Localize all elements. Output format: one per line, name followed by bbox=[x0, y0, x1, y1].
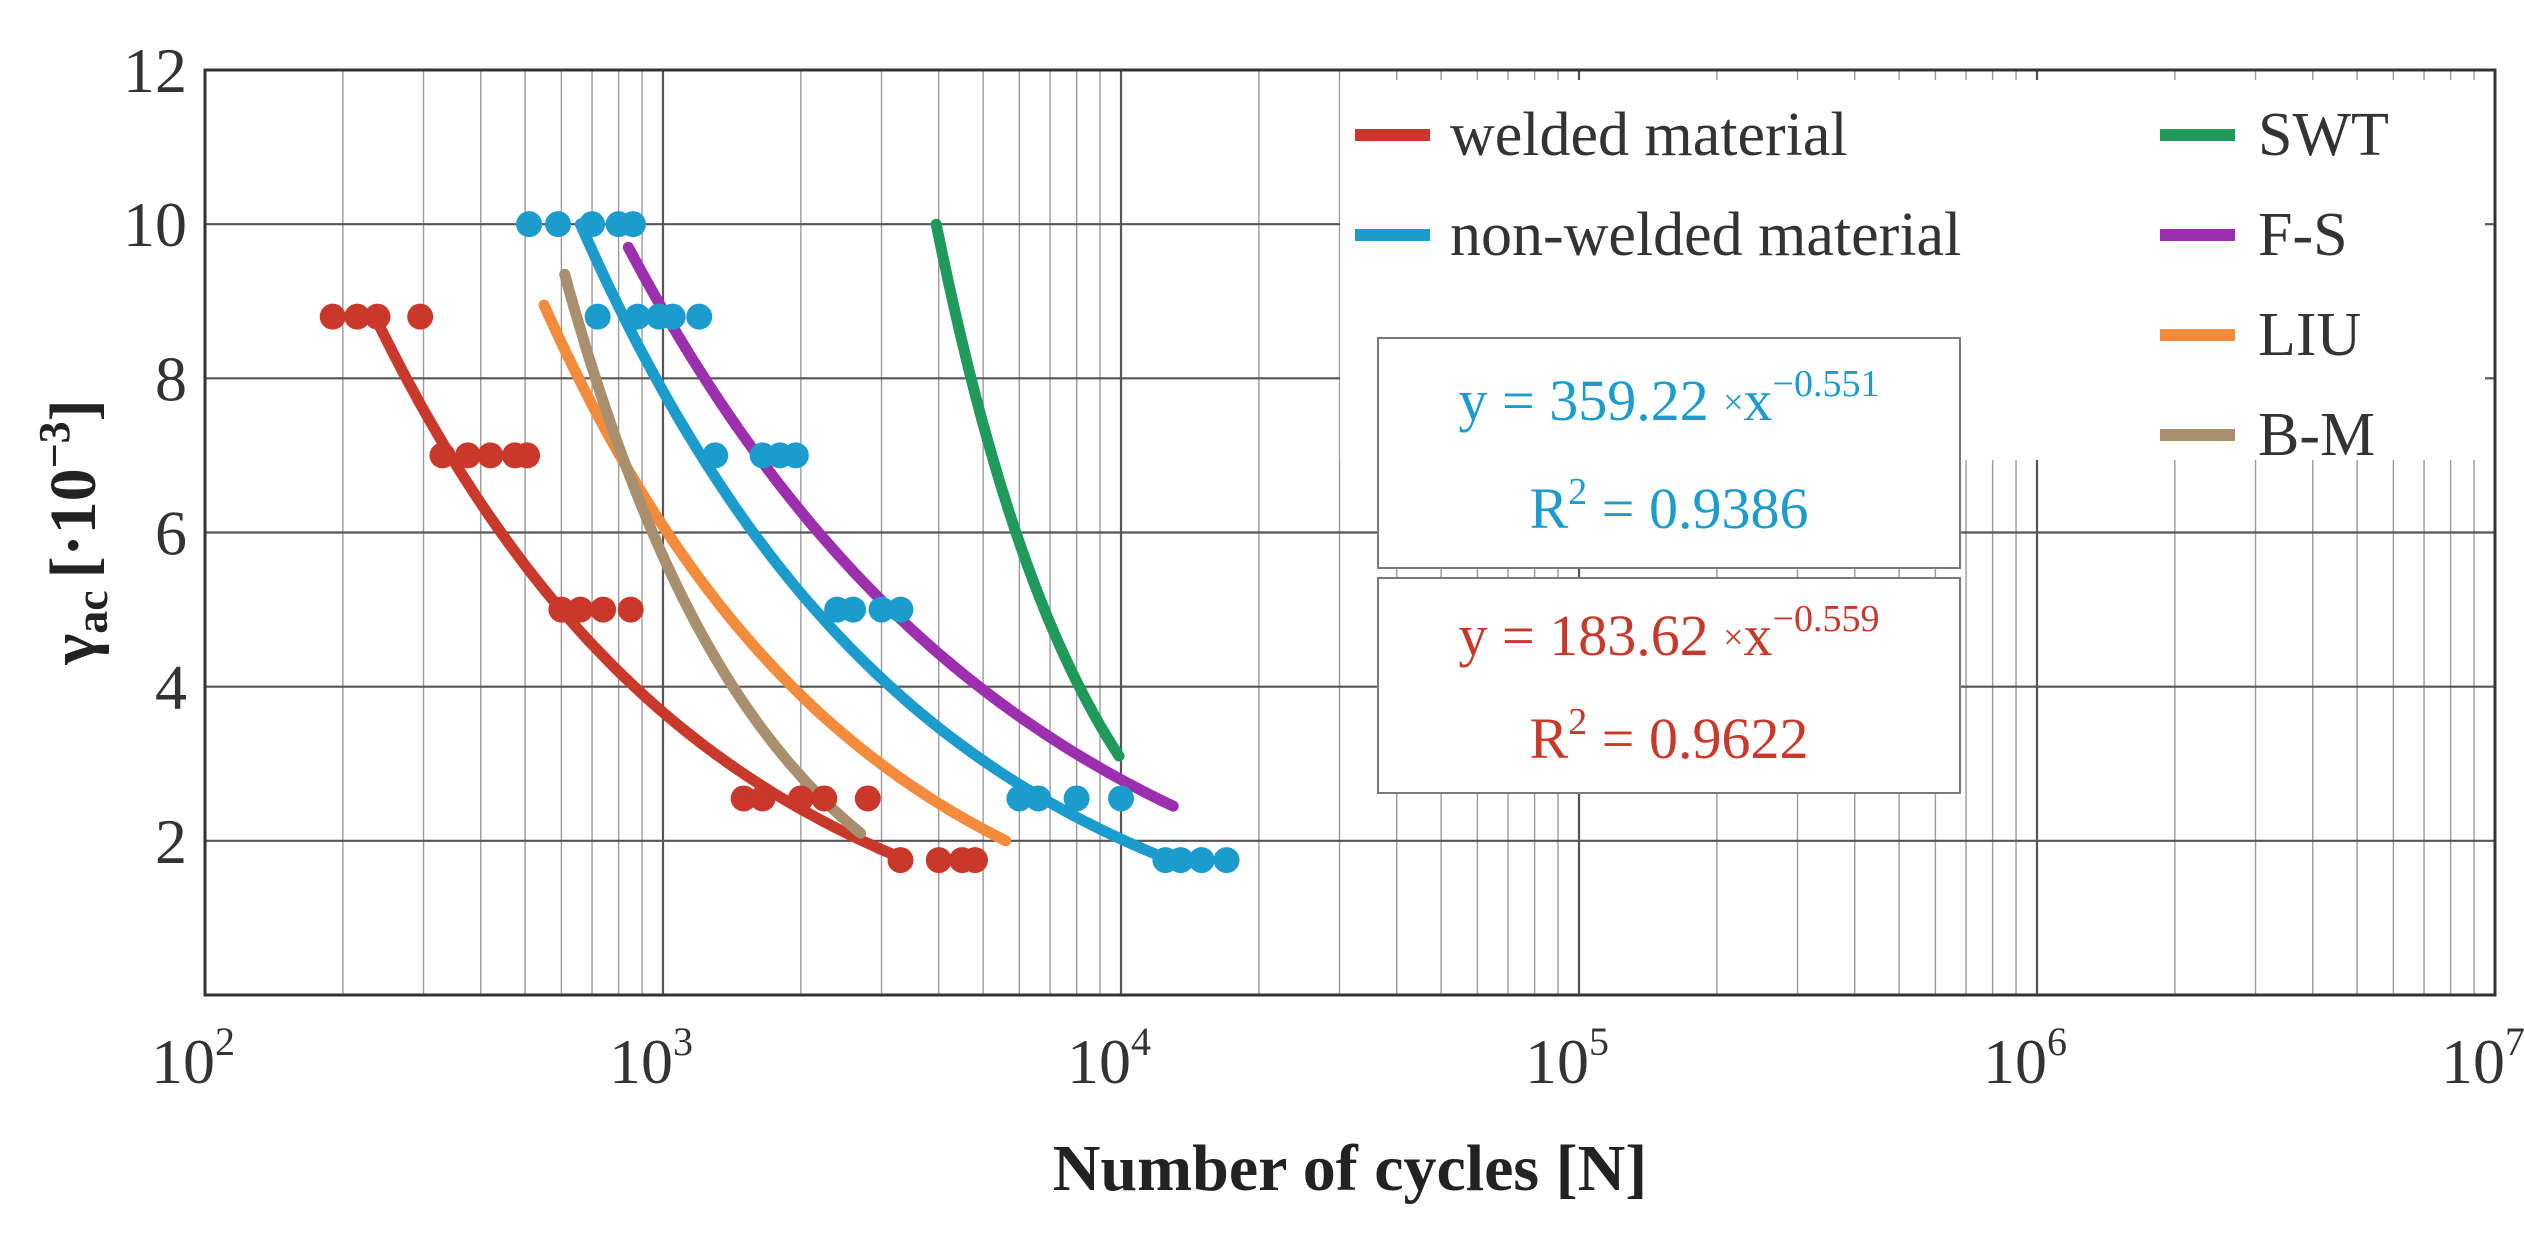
data-point-non-welded-material bbox=[516, 211, 543, 238]
data-point-non-welded-material bbox=[887, 596, 914, 623]
y-tick-label: 8 bbox=[155, 343, 187, 414]
data-point-non-welded-material bbox=[868, 596, 895, 623]
data-point-welded-material bbox=[344, 303, 371, 330]
data-point-non-welded-material bbox=[1063, 785, 1090, 812]
data-point-welded-material bbox=[514, 442, 541, 469]
data-point-non-welded-material bbox=[1167, 847, 1194, 874]
equation-welded: y = 183.62 ×x−0.559 bbox=[1459, 598, 1880, 668]
legend-item-swt: SWT bbox=[2160, 101, 2389, 169]
legend-item-non-welded: non-welded material bbox=[1355, 201, 1961, 269]
data-point-non-welded-material bbox=[1025, 785, 1052, 812]
data-point-non-welded-material bbox=[702, 442, 729, 469]
x-axis-title: Number of cycles [N] bbox=[1053, 1132, 1647, 1205]
data-point-welded-material bbox=[567, 596, 594, 623]
fit-curve-b-m bbox=[559, 268, 867, 839]
data-point-welded-material bbox=[730, 785, 757, 812]
data-point-welded-material bbox=[454, 442, 481, 469]
legend: welded material non-welded material SWT … bbox=[1340, 80, 2485, 469]
data-point-non-welded-material bbox=[545, 211, 572, 238]
data-points bbox=[319, 211, 1240, 874]
data-point-non-welded-material bbox=[624, 303, 651, 330]
data-point-welded-material bbox=[407, 303, 434, 330]
data-point-welded-material bbox=[854, 785, 881, 812]
r-squared-non-welded: R2 = 0.9386 bbox=[1530, 471, 1809, 541]
equation-box-welded: y = 183.62 ×x−0.559 R2 = 0.9622 bbox=[1377, 577, 1961, 794]
legend-label-bm: B-M bbox=[2258, 401, 2375, 469]
data-point-non-welded-material bbox=[840, 596, 867, 623]
data-point-welded-material bbox=[617, 596, 644, 623]
y-tick-labels: 2 4 6 8 10 12 bbox=[123, 35, 187, 877]
data-point-welded-material bbox=[925, 847, 952, 874]
x-tick-label: 104 bbox=[1067, 1019, 1151, 1097]
data-point-welded-material bbox=[887, 847, 914, 874]
x-tick-label: 103 bbox=[609, 1019, 693, 1097]
data-point-non-welded-material bbox=[686, 303, 713, 330]
plot-frame bbox=[203, 68, 2497, 997]
legend-label-swt: SWT bbox=[2258, 101, 2389, 169]
x-tick-labels: 102 103 104 105 106 107 bbox=[151, 1019, 2524, 1097]
y-tick-label: 10 bbox=[123, 189, 187, 260]
x-tick-label: 106 bbox=[1983, 1019, 2067, 1097]
data-point-non-welded-material bbox=[579, 211, 606, 238]
data-point-non-welded-material bbox=[1213, 847, 1240, 874]
data-point-non-welded-material bbox=[620, 211, 647, 238]
equation-non-welded: y = 359.22 ×x−0.551 bbox=[1459, 363, 1880, 433]
y-tick-label: 2 bbox=[155, 806, 187, 877]
data-point-welded-material bbox=[962, 847, 989, 874]
legend-item-bm: B-M bbox=[2160, 401, 2375, 469]
data-point-non-welded-material bbox=[1188, 847, 1215, 874]
data-point-welded-material bbox=[364, 303, 391, 330]
fit-curve-swt bbox=[930, 218, 1125, 762]
fit-curve-liu bbox=[538, 299, 1012, 847]
fit-curve-f-s bbox=[622, 241, 1179, 812]
equation-box-welded-frame bbox=[1377, 577, 1961, 794]
fit-curves bbox=[369, 218, 1179, 866]
legend-background-right bbox=[2040, 80, 2485, 460]
r-squared-welded: R2 = 0.9622 bbox=[1530, 701, 1809, 771]
legend-label-welded: welded material bbox=[1450, 101, 1848, 169]
data-point-welded-material bbox=[590, 596, 617, 623]
x-tick-label: 107 bbox=[2441, 1019, 2524, 1097]
y-tick-label: 4 bbox=[155, 652, 187, 723]
legend-item-fs: F-S bbox=[2160, 201, 2348, 269]
y-axis-title: γac[·10−3] bbox=[30, 399, 117, 665]
data-point-welded-material bbox=[787, 785, 814, 812]
data-point-welded-material bbox=[749, 785, 776, 812]
legend-item-liu: LIU bbox=[2160, 301, 2361, 369]
data-point-non-welded-material bbox=[584, 303, 611, 330]
fit-curve-non-welded-material bbox=[574, 218, 1176, 866]
data-point-non-welded-material bbox=[659, 303, 686, 330]
legend-label-liu: LIU bbox=[2258, 301, 2361, 369]
data-point-non-welded-material bbox=[1108, 785, 1134, 812]
data-point-welded-material bbox=[811, 785, 838, 812]
legend-label-fs: F-S bbox=[2258, 201, 2348, 269]
fit-curve-welded-material bbox=[369, 311, 912, 866]
data-point-welded-material bbox=[319, 303, 346, 330]
equation-box-non-welded-frame bbox=[1377, 337, 1961, 569]
data-point-non-welded-material bbox=[782, 442, 809, 469]
equation-box-non-welded: y = 359.22 ×x−0.551 R2 = 0.9386 bbox=[1377, 337, 1961, 569]
legend-item-welded: welded material bbox=[1355, 101, 1848, 169]
data-point-non-welded-material bbox=[1006, 785, 1033, 812]
data-point-welded-material bbox=[429, 442, 456, 469]
data-point-welded-material bbox=[477, 442, 504, 469]
y-tick-label: 12 bbox=[123, 35, 187, 106]
data-point-welded-material bbox=[548, 596, 575, 623]
x-tick-label: 105 bbox=[1525, 1019, 1609, 1097]
y-tick-label: 6 bbox=[155, 498, 187, 569]
legend-label-non-welded: non-welded material bbox=[1450, 201, 1961, 269]
x-tick-label: 102 bbox=[151, 1019, 235, 1097]
